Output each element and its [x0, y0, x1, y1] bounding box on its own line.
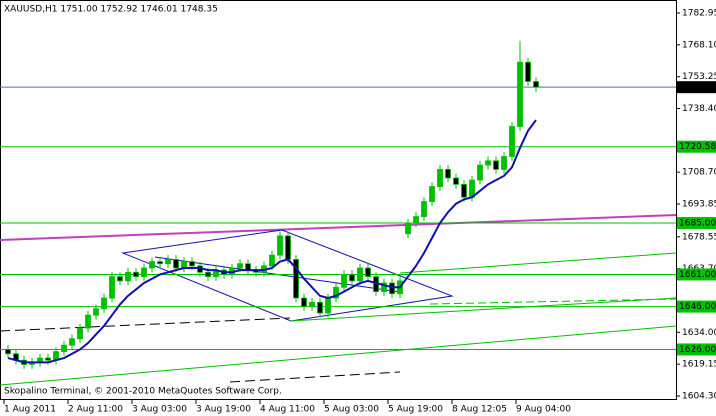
plot-area	[0, 40, 676, 369]
y-tick-label: 1708.70	[682, 168, 716, 178]
x-tick-label: 9 Aug 04:00	[516, 405, 571, 415]
candle-body	[381, 282, 387, 292]
candle-body	[109, 276, 115, 299]
candle-body	[165, 259, 171, 265]
candle-body	[101, 297, 107, 310]
x-tick-label: 4 Aug 11:00	[260, 405, 315, 415]
candle-body	[501, 156, 507, 170]
y-tick-label: 1693.85	[682, 200, 716, 210]
candle-body	[509, 126, 515, 157]
candle-body	[453, 177, 459, 185]
y-tick-label: 1619.15	[682, 360, 716, 370]
candle-body	[357, 267, 363, 282]
level-label-bg	[677, 268, 716, 281]
candle-body	[237, 263, 243, 269]
candle-body	[173, 259, 179, 269]
trendline	[429, 298, 677, 305]
trendline	[0, 317, 291, 332]
y-tick-label: 1768.10	[682, 40, 716, 50]
candle-body	[365, 267, 371, 277]
level-label-bg	[677, 140, 716, 153]
candle-body	[461, 184, 467, 198]
level-label: 1646.00	[679, 302, 716, 312]
level-label: 1661.00	[679, 270, 716, 280]
candle-body	[389, 282, 395, 295]
candle-body	[325, 297, 331, 314]
trendlines	[0, 214, 677, 386]
trendline	[289, 297, 677, 322]
candle-body	[133, 271, 139, 277]
trendline	[0, 214, 677, 241]
candle-body	[69, 338, 75, 346]
y-tick-label: 1782.95	[682, 9, 716, 19]
candle-body	[341, 274, 347, 288]
candle-body	[93, 308, 99, 316]
level-label-bg	[677, 343, 716, 356]
candle-body	[61, 344, 67, 353]
plot-border	[0, 0, 677, 400]
x-tick-label: 2 Aug 11:00	[68, 405, 123, 415]
candle-body	[269, 254, 275, 267]
y-tick-label: 1604.30	[682, 391, 716, 401]
candle-body	[309, 301, 315, 307]
candle-body	[301, 297, 307, 307]
candle-body	[437, 168, 443, 187]
candle-body	[517, 61, 523, 127]
candle-body	[525, 61, 531, 82]
x-tick-label: 5 Aug 03:00	[324, 405, 379, 415]
y-tick-label: 1634.00	[682, 328, 716, 338]
candle-body	[205, 271, 211, 277]
candle-body	[285, 235, 291, 260]
current-price-bg	[677, 81, 716, 94]
level-label-bg	[677, 300, 716, 313]
candle-body	[277, 235, 283, 256]
x-tick-label: 3 Aug 03:00	[132, 405, 187, 415]
chart-title: XAUUSD,H1 1751.00 1752.92 1746.01 1748.3…	[4, 5, 218, 15]
candle-body	[429, 186, 435, 202]
candle-body	[77, 327, 83, 340]
candle-body	[333, 286, 339, 299]
level-label: 1720.58	[679, 142, 716, 152]
candle-body	[485, 160, 491, 166]
candle-body	[533, 81, 539, 88]
current-price-label: 1748.35	[679, 83, 716, 93]
candle-body	[317, 301, 323, 314]
candle-body	[445, 168, 451, 179]
candle-body	[493, 160, 499, 170]
candle-body	[405, 222, 411, 235]
trendline	[399, 252, 677, 274]
candle-body	[349, 274, 355, 282]
level-label-bg	[677, 216, 716, 229]
x-tick-label: 8 Aug 12:05	[452, 405, 507, 415]
y-tick-label: 1753.25	[682, 72, 716, 82]
x-tick-label: 1 Aug 2011	[4, 405, 56, 415]
moving-average	[7, 119, 537, 364]
candle-body	[85, 314, 91, 329]
candle-body	[141, 267, 147, 277]
candle-body	[189, 261, 195, 267]
candle-body	[157, 261, 163, 265]
candle-body	[421, 201, 427, 217]
copyright: Skopalino Terminal, © 2001-2010 MetaQuot…	[4, 387, 282, 397]
y-tick-label: 1738.40	[682, 104, 716, 114]
candle-body	[149, 261, 155, 269]
level-label: 1685.00	[679, 218, 716, 228]
candle-body	[117, 276, 123, 282]
trendline	[229, 371, 401, 383]
candle-body	[5, 349, 11, 355]
candle-body	[125, 271, 131, 282]
x-tick-label: 3 Aug 19:00	[196, 405, 251, 415]
candle-body	[293, 259, 299, 299]
x-tick-label: 5 Aug 19:00	[388, 405, 443, 415]
candle-body	[413, 216, 419, 224]
candle-body	[45, 357, 51, 361]
candle-body	[477, 164, 483, 181]
level-label: 1626.00	[679, 345, 716, 355]
trendline	[0, 325, 677, 386]
triangle-object	[121, 229, 454, 322]
y-tick-label: 1678.55	[682, 232, 716, 242]
